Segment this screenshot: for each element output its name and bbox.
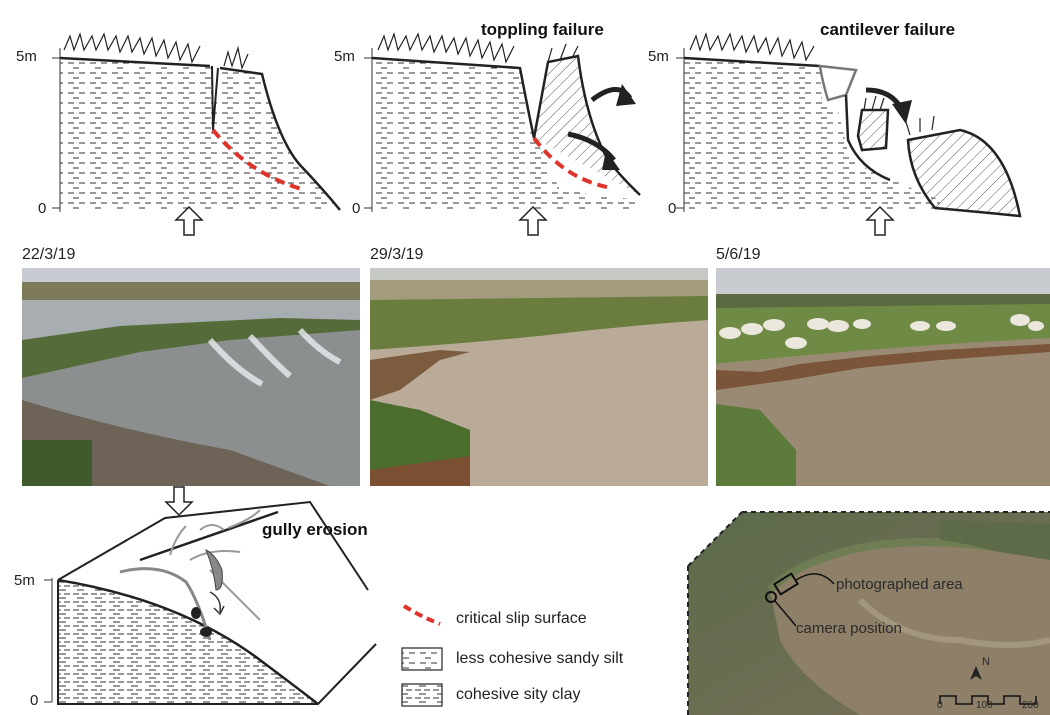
down-arrow-icon xyxy=(164,486,194,517)
toppling-failure-title: toppling failure xyxy=(481,20,604,39)
legend-slip-swatch xyxy=(402,604,441,626)
panel1-label-0: 0 xyxy=(38,200,47,217)
map-inset xyxy=(687,511,1050,715)
cantilever-failure-title: cantilever failure xyxy=(820,20,956,39)
panel2-label-0: 0 xyxy=(352,200,361,217)
photo-3 xyxy=(716,268,1050,486)
photo3-date: 5/6/19 xyxy=(716,246,761,263)
gully-label-0: 0 xyxy=(30,692,39,709)
legend-silt-label: less cohesive sandy silt xyxy=(456,650,624,667)
map-north-label: N xyxy=(982,656,990,668)
legend xyxy=(401,604,443,707)
photo1-date: 22/3/19 xyxy=(22,246,76,263)
north-arrow-icon xyxy=(970,666,982,680)
legend-slip-label: critical slip surface xyxy=(456,610,587,627)
map-photographed-area-label: photographed area xyxy=(836,576,963,593)
scale-tick-0: 0 xyxy=(937,700,943,711)
legend-clay-swatch xyxy=(401,683,443,707)
panel3-label-0: 0 xyxy=(668,200,677,217)
photo-1 xyxy=(22,268,360,486)
gully-label-5m: 5m xyxy=(14,572,35,589)
legend-clay-label: cohesive sity clay xyxy=(456,686,581,703)
panel2-label-5m: 5m xyxy=(334,48,355,65)
scale-tick-200: 200 xyxy=(1022,700,1039,711)
photo2-date: 29/3/19 xyxy=(370,246,424,263)
bank-diagram-1 xyxy=(52,31,341,236)
map-camera-position-label: camera position xyxy=(796,620,902,637)
photo-2 xyxy=(370,268,708,486)
scale-bar xyxy=(939,695,1037,705)
panel1-label-5m: 5m xyxy=(16,48,37,65)
scale-tick-100: 100 xyxy=(976,700,993,711)
gully-erosion-title: gully erosion xyxy=(262,520,368,539)
panel3-label-5m: 5m xyxy=(648,48,669,65)
gully-diagram xyxy=(44,500,377,705)
bank-diagram-2 xyxy=(364,31,641,236)
bank-diagram-3 xyxy=(676,31,1022,236)
legend-silt-swatch xyxy=(401,647,443,671)
